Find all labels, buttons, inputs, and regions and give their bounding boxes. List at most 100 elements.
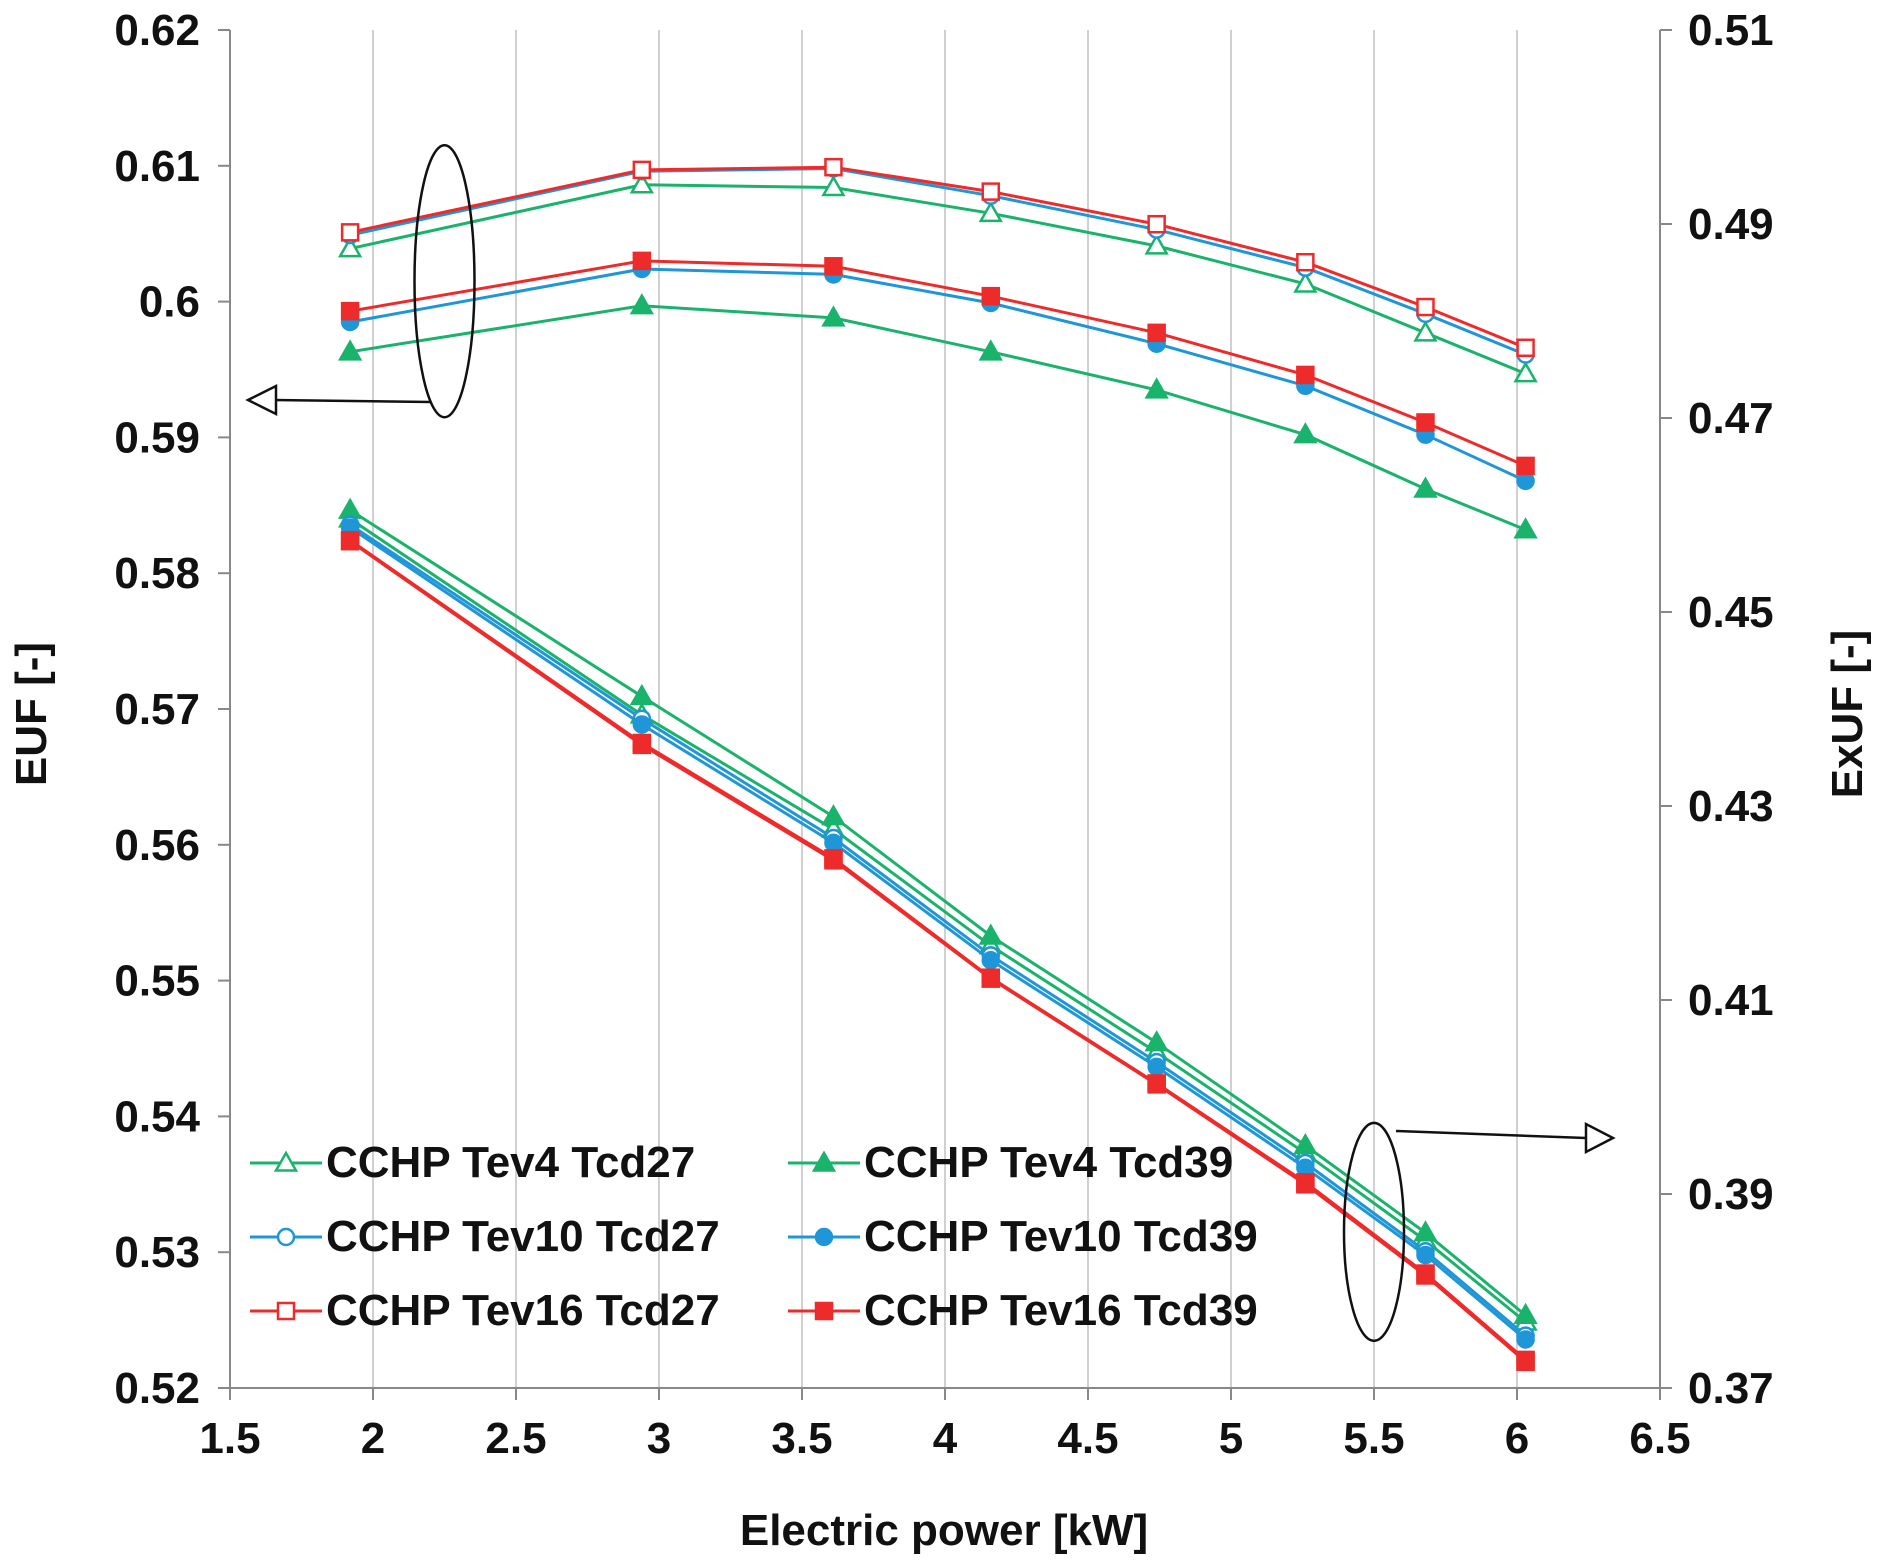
legend-swatch-marker (273, 1150, 299, 1172)
x-tick-label: 6 (1505, 1414, 1529, 1463)
data-point (1513, 361, 1538, 383)
series-line (349, 508, 1527, 1317)
series-line (349, 259, 1527, 468)
data-point (1416, 1245, 1435, 1265)
series-line (349, 304, 1527, 532)
data-point (824, 851, 843, 870)
y-left-tick-label: 0.58 (114, 549, 200, 598)
series-cchp-tev4-tcd39-euf (337, 293, 1538, 539)
data-point (981, 969, 1001, 988)
data-point (1296, 365, 1315, 385)
y-right-tick-label: 0.37 (1688, 1364, 1774, 1413)
data-point (821, 804, 846, 826)
legend-label: CCHP Tev16 Tcd27 (326, 1286, 720, 1335)
series (337, 157, 1538, 1372)
series-line (349, 523, 1527, 1337)
y-left-tick-label: 0.6 (139, 278, 200, 327)
x-tick-label: 4.5 (1057, 1414, 1118, 1463)
data-point (978, 339, 1003, 361)
legend-swatch-marker (276, 1227, 296, 1247)
data-point (1413, 320, 1438, 342)
x-tick-label: 1.5 (199, 1414, 260, 1463)
data-point (1144, 1030, 1169, 1052)
data-point (1147, 1057, 1166, 1077)
series-cchp-tev4-tcd27-euf (337, 172, 1538, 383)
y-left-tick-label: 0.61 (114, 142, 200, 191)
y-right-tick-label: 0.43 (1688, 782, 1774, 831)
grid (372, 30, 1518, 1388)
data-point (1413, 1220, 1438, 1242)
legend-label: CCHP Tev4 Tcd27 (326, 1138, 695, 1187)
y-left-tick-label: 0.53 (114, 1228, 200, 1277)
data-point (1147, 323, 1166, 343)
legend-item-cchp-tev10-tcd27: CCHP Tev10 Tcd27 (250, 1212, 720, 1261)
series-cchp-tev4-tcd39-exuf (337, 497, 1538, 1324)
data-point (1516, 338, 1535, 358)
x-tick-label: 2.5 (485, 1414, 546, 1463)
x-axis-title: Electric power [kW] (740, 1506, 1148, 1555)
y-left-tick-label: 0.57 (114, 685, 200, 734)
legend-item-cchp-tev16-tcd27: CCHP Tev16 Tcd27 (250, 1286, 720, 1335)
x-tick-label: 5.5 (1343, 1414, 1404, 1463)
y-right-tick-label: 0.41 (1688, 976, 1774, 1025)
legend-item-cchp-tev10-tcd39: CCHP Tev10 Tcd39 (788, 1212, 1258, 1261)
data-point (340, 223, 360, 242)
annotation-arrow-exuf-shaft (1395, 1129, 1587, 1140)
data-point (1296, 252, 1315, 272)
y-right-tick-label: 0.47 (1688, 394, 1774, 443)
data-point (824, 833, 843, 853)
y-right-tick-label: 0.39 (1688, 1170, 1774, 1219)
legend-swatch-marker (814, 1301, 834, 1321)
data-point (821, 305, 846, 327)
data-point (1416, 413, 1435, 432)
data-point (1516, 1352, 1535, 1372)
data-point (1296, 1175, 1315, 1194)
annotation-ellipse-exuf (1342, 1121, 1406, 1343)
axes (218, 29, 1672, 1400)
annotation-arrow-euf-shaft (272, 398, 431, 404)
y-axis-left-title: EUF [-] (7, 642, 56, 786)
data-point (1416, 297, 1435, 317)
series-line (349, 165, 1527, 350)
data-point (1513, 517, 1538, 539)
data-point (821, 175, 846, 197)
data-point (1416, 1266, 1435, 1285)
data-point (1413, 476, 1438, 498)
data-point (1144, 233, 1169, 255)
series-line (349, 183, 1527, 375)
data-point (1516, 1330, 1535, 1349)
data-point (1513, 1302, 1538, 1324)
data-point (632, 160, 652, 180)
series-line (349, 267, 1527, 483)
data-point (629, 293, 654, 315)
legend-label: CCHP Tev10 Tcd39 (864, 1212, 1258, 1261)
series-cchp-tev16-tcd39-exuf (340, 531, 1535, 1372)
y-left-tick-label: 0.52 (114, 1364, 200, 1413)
data-point (337, 236, 363, 258)
series-line (349, 517, 1527, 1324)
tick-labels: 1.5 2 2.5 3 3.5 4 4.5 5 5.5 6 6.5 0.52 0.53 0.54 0.55 0… (114, 6, 1773, 1463)
data-point (1516, 471, 1535, 491)
data-point (340, 301, 360, 321)
y-left-tick-label: 0.59 (114, 413, 200, 462)
legend-item-cchp-tev4-tcd39: CCHP Tev4 Tcd39 (788, 1138, 1233, 1187)
legend-swatch-marker (814, 1227, 834, 1247)
data-point (340, 531, 360, 551)
series-line (349, 526, 1527, 1341)
y-left-tick-label: 0.54 (114, 1092, 200, 1141)
legend: CCHP Tev4 Tcd27 CCHP Tev4 Tcd39 CCHP Tev10… (250, 1138, 1258, 1335)
data-point (337, 339, 363, 361)
x-tick-label: 6.5 (1629, 1414, 1690, 1463)
y-left-tick-label: 0.55 (114, 957, 200, 1006)
legend-swatch-marker (276, 1301, 296, 1321)
data-point (629, 172, 654, 194)
data-point (632, 735, 652, 755)
data-point (632, 251, 652, 271)
annotation-arrow-euf-head (245, 383, 278, 417)
y-axis-right-title: ExUF [-] (1823, 630, 1872, 799)
y-right-tick-label: 0.45 (1688, 588, 1774, 637)
legend-swatch-marker (811, 1150, 837, 1172)
data-point (1293, 271, 1318, 293)
x-tick-label: 4 (933, 1414, 958, 1463)
